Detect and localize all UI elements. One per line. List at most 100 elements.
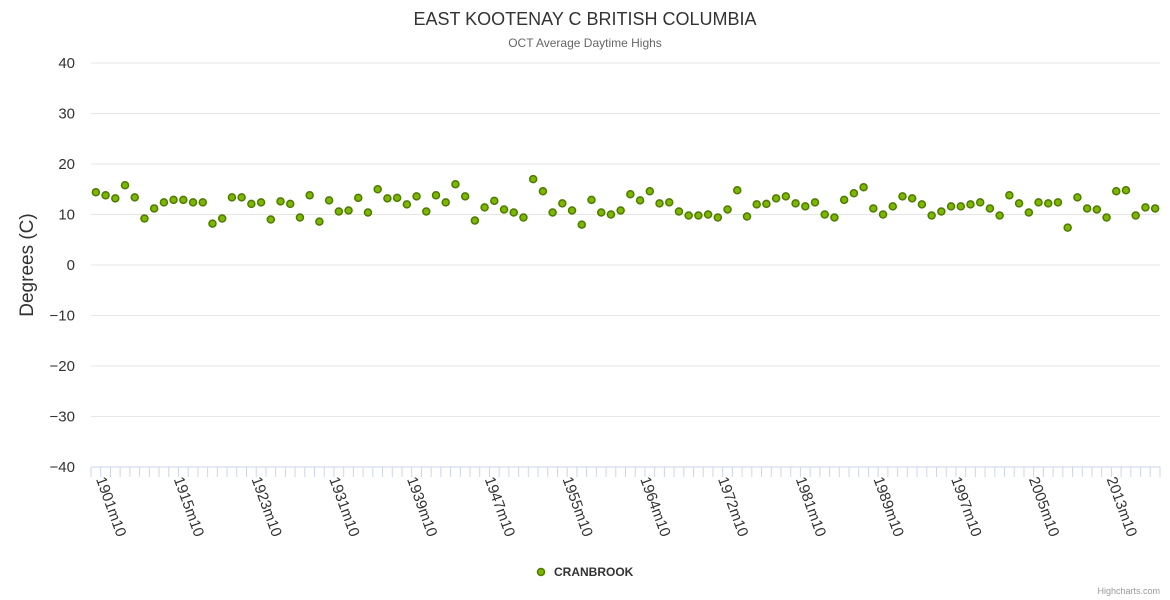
data-point[interactable] <box>898 192 907 201</box>
data-point[interactable] <box>771 194 781 203</box>
data-point[interactable] <box>402 200 412 209</box>
data-point[interactable] <box>509 208 518 217</box>
data-point[interactable] <box>208 219 217 228</box>
data-point[interactable] <box>392 193 402 203</box>
data-point[interactable] <box>130 193 139 202</box>
data-point[interactable] <box>859 182 868 192</box>
data-point[interactable] <box>839 195 849 205</box>
data-point[interactable] <box>985 204 995 213</box>
data-point[interactable] <box>480 203 489 212</box>
data-point[interactable] <box>781 192 791 201</box>
data-point[interactable] <box>120 180 130 190</box>
data-point[interactable] <box>1014 199 1024 208</box>
data-point[interactable] <box>626 190 635 199</box>
data-point[interactable] <box>490 196 499 206</box>
data-point[interactable] <box>762 199 771 209</box>
data-point[interactable] <box>1063 223 1072 232</box>
data-point[interactable] <box>830 213 839 222</box>
data-point[interactable] <box>587 195 596 205</box>
data-point[interactable] <box>285 199 295 209</box>
data-point[interactable] <box>101 191 110 200</box>
data-point[interactable] <box>655 199 664 208</box>
data-point[interactable] <box>1102 213 1111 222</box>
data-point[interactable] <box>606 210 616 219</box>
data-point[interactable] <box>1082 204 1092 213</box>
data-point[interactable] <box>888 202 897 211</box>
data-point[interactable] <box>907 194 917 203</box>
data-point[interactable] <box>431 191 441 200</box>
data-point[interactable] <box>801 202 810 211</box>
data-point[interactable] <box>383 194 392 203</box>
data-point[interactable] <box>558 199 567 208</box>
data-point[interactable] <box>276 197 285 206</box>
data-point[interactable] <box>499 205 509 214</box>
data-point[interactable] <box>334 207 344 216</box>
data-point[interactable] <box>237 193 246 202</box>
data-point[interactable] <box>703 210 713 219</box>
data-point[interactable] <box>684 211 693 220</box>
data-point[interactable] <box>324 196 334 205</box>
data-point[interactable] <box>752 200 761 209</box>
data-point[interactable] <box>645 187 655 196</box>
data-point[interactable] <box>363 208 373 217</box>
data-point[interactable] <box>1073 193 1082 202</box>
data-point[interactable] <box>878 210 888 219</box>
data-point[interactable] <box>519 213 528 222</box>
data-point[interactable] <box>616 206 625 215</box>
data-point[interactable] <box>917 200 927 209</box>
credits-link[interactable]: Highcharts.com <box>1097 586 1160 596</box>
data-point[interactable] <box>937 207 946 216</box>
data-point[interactable] <box>247 199 256 209</box>
data-point[interactable] <box>869 204 878 213</box>
data-point[interactable] <box>674 207 684 216</box>
data-point[interactable] <box>91 188 101 197</box>
data-point[interactable] <box>966 200 975 209</box>
data-point[interactable] <box>1053 198 1063 207</box>
data-point[interactable] <box>266 215 276 224</box>
data-point[interactable] <box>1043 199 1053 208</box>
data-point[interactable] <box>441 198 450 207</box>
data-point[interactable] <box>470 216 480 225</box>
data-point[interactable] <box>373 185 382 194</box>
data-point[interactable] <box>217 214 227 223</box>
data-point[interactable] <box>295 213 305 222</box>
data-point[interactable] <box>422 207 431 216</box>
series-cranbrook[interactable] <box>91 174 1160 232</box>
data-point[interactable] <box>1024 208 1034 217</box>
data-point[interactable] <box>315 217 324 226</box>
data-point[interactable] <box>256 198 266 207</box>
data-point[interactable] <box>927 211 936 220</box>
data-point[interactable] <box>1034 198 1043 207</box>
data-point[interactable] <box>111 194 120 203</box>
data-point[interactable] <box>742 212 752 221</box>
data-point[interactable] <box>1141 203 1150 212</box>
data-point[interactable] <box>344 206 353 215</box>
data-point[interactable] <box>538 187 548 196</box>
data-point[interactable] <box>1005 191 1014 200</box>
data-point[interactable] <box>849 189 859 198</box>
legend[interactable]: CRANBROOK <box>536 565 634 579</box>
data-point[interactable] <box>713 213 723 222</box>
data-point[interactable] <box>451 179 460 189</box>
data-point[interactable] <box>460 192 470 201</box>
data-point[interactable] <box>810 198 820 207</box>
data-point[interactable] <box>956 202 966 211</box>
data-point[interactable] <box>198 198 208 207</box>
data-point[interactable] <box>548 208 557 217</box>
data-point[interactable] <box>305 191 314 200</box>
data-point[interactable] <box>664 198 674 207</box>
data-point[interactable] <box>227 193 237 202</box>
data-point[interactable] <box>635 196 645 205</box>
data-point[interactable] <box>975 198 985 207</box>
data-point[interactable] <box>159 198 169 207</box>
data-point[interactable] <box>723 205 732 214</box>
data-point[interactable] <box>995 211 1004 220</box>
data-point[interactable] <box>1092 205 1102 214</box>
data-point[interactable] <box>946 202 956 211</box>
data-point[interactable] <box>149 204 159 213</box>
data-point[interactable] <box>1131 211 1140 220</box>
data-point[interactable] <box>169 195 178 205</box>
data-point[interactable] <box>733 186 742 195</box>
data-point[interactable] <box>577 220 587 229</box>
data-point[interactable] <box>1150 204 1160 213</box>
